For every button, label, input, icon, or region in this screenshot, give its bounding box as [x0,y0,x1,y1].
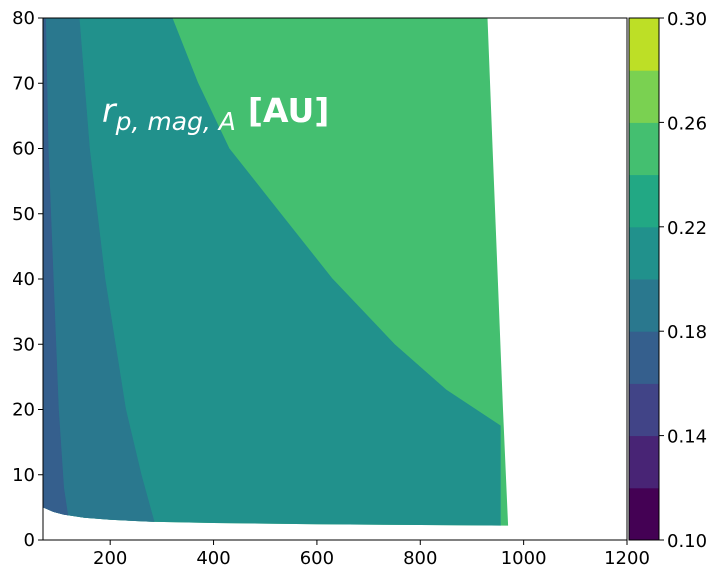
plot-annotation: rp, mag, A [AU] [102,91,329,136]
colorbar-frame [628,17,660,541]
colorbar: 0.10 0.14 0.18 0.22 0.26 0.30 [628,9,707,552]
colorbar-tick-label: 0.30 [667,9,707,30]
y-tick-label: 70 [12,73,35,94]
y-tick-label: 40 [12,269,35,290]
colorbar-band-0.26-0.28 [629,70,659,123]
x-tick-label: 800 [403,548,437,569]
x-tick-label: 1200 [604,548,650,569]
colorbar-band-0.14-0.16 [629,383,659,437]
colorbar-band-0.12-0.14 [629,435,659,489]
colorbar-band-0.28-0.30 [629,18,659,71]
x-tick-label: 200 [93,548,127,569]
x-axis: 200 400 600 800 1000 1200 [93,540,650,569]
y-tick-label: 60 [12,139,35,160]
y-tick-label: 80 [12,8,35,29]
annotation-symbol: r [102,91,118,130]
x-tick-label: 1000 [501,548,547,569]
contour-region-0.16-0.18 [43,18,69,526]
colorbar-tick-label: 0.18 [667,322,707,343]
y-tick-label: 10 [12,465,35,486]
colorbar-band-0.18-0.20 [629,279,659,332]
y-tick-label: 30 [12,334,35,355]
colorbar-band-0.16-0.18 [629,331,659,384]
x-tick-label: 400 [196,548,230,569]
annotation-subscript: p, mag, A [115,107,236,136]
colorbar-tick-label: 0.10 [667,531,707,552]
colorbar-tick-label: 0.26 [667,113,707,134]
annotation-unit: [AU] [248,91,330,130]
y-tick-label: 50 [12,204,35,225]
y-tick-label: 0 [24,530,35,551]
colorbar-band-0.22-0.24 [629,174,659,228]
colorbar-tick-label: 0.22 [667,218,707,239]
colorbar-band-0.20-0.22 [629,226,659,280]
x-tick-label: 600 [300,548,334,569]
colorbar-tick-label: 0.14 [667,427,707,448]
colorbar-band-0.10-0.12 [629,487,659,541]
y-tick-label: 20 [12,400,35,421]
contour-region-0.18-0.20 [43,18,155,526]
svg-text:rp, mag, A[AU]: rp, mag, A [AU] [102,91,329,136]
plot-area [42,17,628,541]
contour-region-0.20-0.22 [43,18,501,526]
y-axis: 0 10 20 30 40 50 60 70 80 [12,8,43,551]
colorbar-band-0.24-0.26 [629,122,659,176]
